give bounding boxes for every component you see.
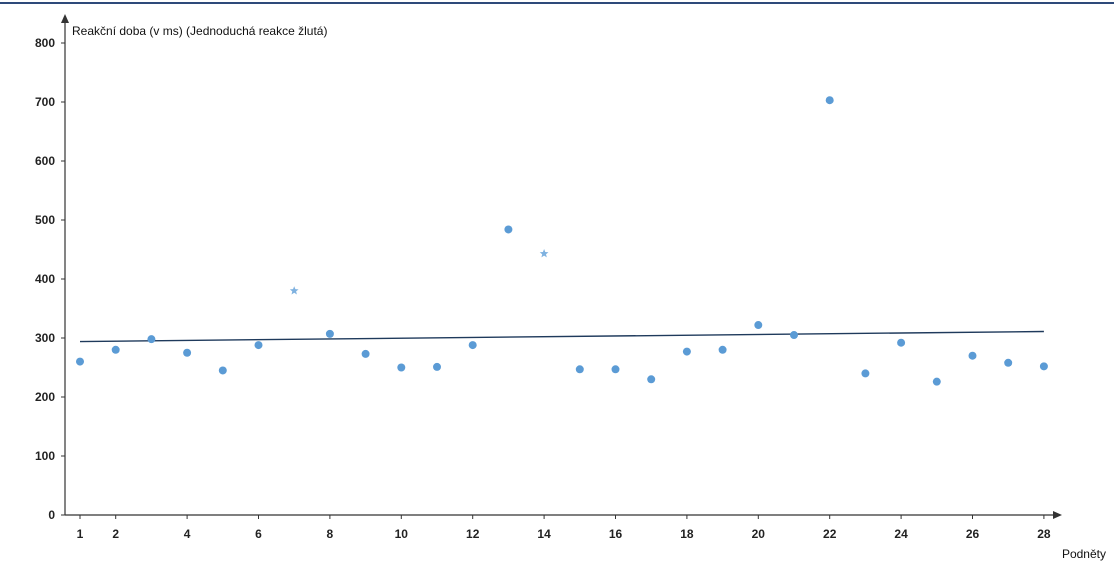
x-tick-label: 2 bbox=[112, 527, 119, 541]
x-axis-arrow-icon bbox=[1053, 511, 1062, 519]
data-point bbox=[754, 321, 763, 330]
data-point bbox=[218, 366, 227, 375]
data-point bbox=[825, 96, 834, 105]
x-tick-label: 12 bbox=[466, 527, 480, 541]
y-axis-arrow-icon bbox=[61, 14, 69, 23]
y-axis-label: Reakční doba (v ms) (Jednoduchá reakce ž… bbox=[72, 24, 327, 38]
data-point bbox=[718, 345, 727, 354]
trendline bbox=[79, 330, 1044, 343]
data-point bbox=[1039, 362, 1048, 371]
x-tick-label: 8 bbox=[327, 527, 334, 541]
data-point bbox=[861, 369, 870, 378]
y-tick-label: 0 bbox=[48, 508, 55, 522]
data-points bbox=[76, 96, 1048, 386]
x-tick-label: 22 bbox=[823, 527, 837, 541]
data-point bbox=[76, 357, 84, 366]
y-tick-label: 300 bbox=[35, 331, 55, 345]
data-point bbox=[932, 377, 941, 386]
data-point bbox=[111, 345, 120, 354]
data-point-star bbox=[289, 286, 299, 295]
x-tick-label: 24 bbox=[894, 527, 908, 541]
x-tick-label: 28 bbox=[1037, 527, 1051, 541]
data-point bbox=[468, 341, 477, 350]
y-tick-label: 100 bbox=[35, 449, 55, 463]
data-point bbox=[147, 335, 156, 344]
data-point bbox=[897, 338, 906, 347]
x-tick-label: 26 bbox=[966, 527, 980, 541]
data-point bbox=[682, 347, 691, 356]
data-point bbox=[1004, 358, 1013, 367]
x-axis-ticks: 1 2 4 6 8 10 12 14 16 18 20 22 24 26 28 bbox=[77, 515, 1051, 541]
x-tick-label: 20 bbox=[752, 527, 766, 541]
data-point bbox=[397, 363, 406, 372]
y-tick-label: 200 bbox=[35, 390, 55, 404]
x-tick-label: 1 bbox=[77, 527, 84, 541]
data-point bbox=[361, 349, 370, 358]
y-tick-label: 700 bbox=[35, 95, 55, 109]
data-point bbox=[183, 348, 192, 357]
data-point bbox=[504, 225, 513, 234]
x-tick-label: 6 bbox=[255, 527, 262, 541]
y-tick-label: 800 bbox=[35, 36, 55, 50]
data-point bbox=[647, 375, 656, 384]
x-tick-label: 4 bbox=[184, 527, 191, 541]
data-point bbox=[575, 365, 584, 374]
y-tick-label: 500 bbox=[35, 213, 55, 227]
data-point bbox=[790, 331, 798, 340]
x-tick-label: 16 bbox=[609, 527, 623, 541]
data-point bbox=[254, 341, 263, 350]
y-tick-label: 600 bbox=[35, 154, 55, 168]
x-tick-label: 10 bbox=[395, 527, 409, 541]
y-tick-label: 400 bbox=[35, 272, 55, 286]
x-tick-label: 14 bbox=[537, 527, 551, 541]
data-point bbox=[433, 362, 441, 371]
y-axis-ticks: 0 100 200 300 400 500 600 700 800 bbox=[35, 36, 65, 522]
data-point bbox=[611, 365, 620, 374]
data-point bbox=[968, 351, 977, 360]
data-point bbox=[325, 329, 334, 338]
data-point-star bbox=[539, 249, 549, 258]
x-tick-label: 18 bbox=[680, 527, 694, 541]
x-axis-label: Podněty bbox=[1062, 547, 1106, 561]
